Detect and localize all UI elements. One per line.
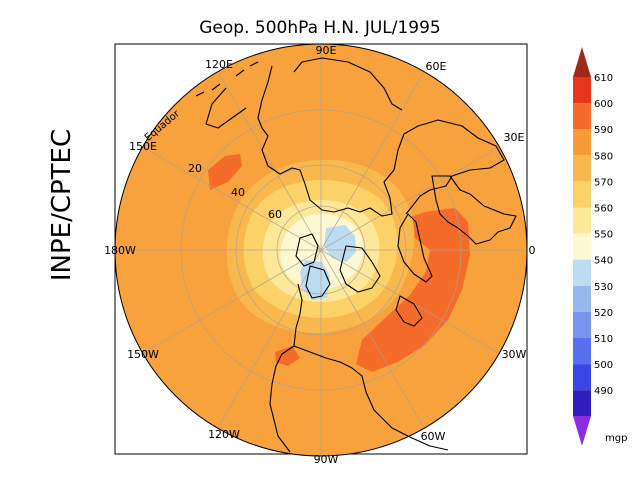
lon-label-120e: 120E [205, 58, 233, 71]
colorbar-label-530: 530 [594, 282, 613, 293]
colorbar-top-arrow [573, 47, 591, 77]
colorbar-label-600: 600 [594, 99, 613, 110]
coastline-north-america-west [269, 345, 295, 453]
lat-label-60: 60 [268, 208, 282, 221]
longitude-labels: 90E 60E 30E 0 30W 60W 90W 120W 150W 180W… [104, 44, 535, 466]
map-disk [114, 43, 528, 457]
colorbar-label-590: 590 [594, 125, 613, 136]
colorbar-labels: 610 600 590 580 570 560 550 540 530 520 510 500 490 [594, 73, 613, 397]
lon-label-0: 0 [529, 244, 536, 257]
lat-label-20: 20 [188, 162, 202, 175]
field-590-pacific-east [275, 346, 300, 366]
colorbar: 610600590580570560550540530520510500490 … [573, 47, 627, 446]
coastline-europe [397, 213, 433, 283]
colorbar-box-610 [573, 77, 591, 104]
colorbar-box-500 [573, 364, 591, 391]
lon-label-150e: 150E [129, 140, 157, 153]
colorbar-box-540 [573, 259, 591, 286]
coastline-arctic-islands [305, 265, 331, 299]
colorbar-label-500: 500 [594, 360, 613, 371]
field-590-atlantic [356, 208, 470, 372]
lon-label-30w: 30W [502, 348, 527, 361]
colorbar-bottom-arrow [573, 416, 591, 446]
colorbar-label-610: 610 [594, 73, 613, 84]
lon-label-90e: 90E [316, 44, 337, 57]
lon-label-90w: 90W [314, 453, 339, 466]
meridian-30e-150w [142, 146, 500, 354]
source-label: INPE/CPTEC [47, 129, 77, 281]
colorbar-unit: mgp [605, 433, 627, 444]
coastline-greenland [295, 233, 319, 267]
colorbar-box-490 [573, 390, 591, 417]
colorbar-box-590 [573, 129, 591, 156]
colorbar-label-510: 510 [594, 334, 613, 345]
coastline-asia-south [293, 57, 403, 111]
coastline-japan [195, 61, 259, 97]
map-boundary [114, 43, 528, 457]
colorbar-box-600 [573, 103, 591, 130]
lon-label-150w: 150W [127, 348, 159, 361]
colorbar-box-580 [573, 155, 591, 182]
coastline-eurasia [257, 65, 505, 217]
colorbar-box-530 [573, 285, 591, 312]
lat-label-40: 40 [231, 186, 245, 199]
latitude-labels: 20 40 60 [188, 162, 282, 221]
coastline-british-isles [395, 295, 423, 327]
coastline-asia-east [205, 87, 247, 129]
colorbar-label-540: 540 [594, 256, 613, 267]
colorbar-box-510 [573, 338, 591, 365]
map-title: Geop. 500hPa H.N. JUL/1995 [199, 18, 441, 38]
colorbar-boxes [573, 77, 591, 417]
lon-label-60w: 60W [421, 430, 446, 443]
colorbar-label-560: 560 [594, 204, 613, 215]
colorbar-label-490: 490 [594, 386, 613, 397]
colorbar-box-560 [573, 207, 591, 234]
lon-label-120w: 120W [208, 428, 240, 441]
colorbar-label-580: 580 [594, 151, 613, 162]
lon-label-60e: 60E [426, 60, 447, 73]
lon-label-180w: 180W [104, 244, 136, 257]
coastline-africa-north [431, 175, 517, 245]
coastline-scandinavia [339, 245, 381, 293]
lon-label-30e: 30E [504, 131, 525, 144]
colorbar-label-520: 520 [594, 308, 613, 319]
colorbar-label-550: 550 [594, 230, 613, 241]
coastline-north-america-east [293, 283, 449, 451]
colorbar-label-570: 570 [594, 177, 613, 188]
colorbar-box-550 [573, 233, 591, 260]
coastlines [195, 57, 517, 453]
graticule [115, 44, 527, 456]
colorbar-box-520 [573, 311, 591, 338]
colorbar-box-570 [573, 181, 591, 208]
field-590-pacific-west [208, 154, 242, 190]
